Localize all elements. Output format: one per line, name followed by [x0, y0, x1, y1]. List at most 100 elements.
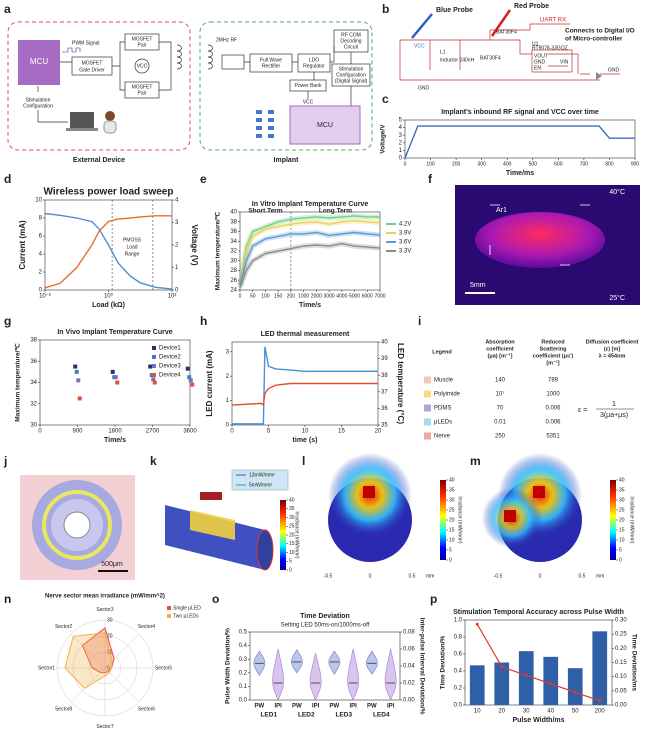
y2-tick-label: 0.25 [615, 632, 627, 638]
y-tick-label: 0.0 [454, 703, 463, 709]
hot-region [475, 212, 605, 268]
x-tick-label: 20 [375, 429, 382, 435]
y-tick-label: 32 [230, 249, 237, 255]
y2-label: Inter-pulse Interval Deviation/% [418, 618, 425, 715]
table-cell: 250 [495, 434, 506, 440]
legend-label: Single μLED [173, 605, 201, 611]
y-tick-label: 0.3 [239, 657, 248, 663]
y-tick-label: 0.0 [239, 698, 248, 704]
map-unit: mm [596, 573, 604, 579]
x-tick-label: 5 [267, 429, 271, 435]
x-tick-label: 6000 [362, 293, 373, 299]
y2-tick-label: 36 [381, 406, 388, 412]
panel-label: j [3, 454, 7, 468]
annotation: Long Term [319, 208, 352, 215]
point [76, 378, 81, 383]
table-header: coefficient [486, 346, 514, 352]
colorbar-tick-label: 25 [449, 507, 455, 513]
x-tick-label: 200 [287, 293, 296, 299]
y-tick-label: 1 [226, 398, 230, 404]
y-tick-label: 36 [30, 359, 37, 365]
rfcom: RF COM [341, 32, 361, 38]
violin [328, 650, 341, 675]
table-cell: Muscle [434, 378, 454, 384]
y-tick-label: 34 [230, 239, 237, 245]
chart-title: Implant's inbound RF signal and VCC over… [441, 109, 599, 116]
implant-mcu-box [289, 105, 361, 145]
y-label: Current (mA) [18, 220, 27, 270]
colorbar [280, 500, 286, 570]
y-tick-label: 38 [30, 338, 37, 344]
colorbar-label: Irradiance (mW/mm²) [457, 496, 463, 544]
point [152, 380, 157, 385]
person [105, 111, 115, 121]
point [74, 369, 79, 374]
r-tick-label: 0 [107, 665, 110, 671]
colorbar-tick-label: 15 [289, 541, 295, 547]
spoke [70, 667, 106, 703]
x-tick-label: 1800 [108, 429, 122, 435]
rectifier: Rectifier [262, 63, 281, 69]
x-tick-label: 200 [595, 709, 606, 715]
y-tick-label: 36 [230, 229, 237, 235]
annotation: Load [126, 244, 137, 250]
colorbar-tick-label: 20 [449, 517, 455, 523]
colorbar-tick-label: 15 [619, 527, 625, 533]
legend-label: Two μLEDs [173, 613, 199, 619]
map-unit: mm [426, 573, 434, 579]
category-label: Sector7 [96, 724, 113, 730]
plot-frame [404, 119, 636, 159]
colorbar-tick-label: 0 [619, 557, 622, 563]
colorbar [440, 480, 446, 560]
colorbar-tick-label: 10 [289, 550, 295, 556]
category-label: Sector5 [155, 665, 172, 671]
y-tick-label: 0.2 [239, 670, 248, 676]
y2-label: Voltage (V) [190, 224, 199, 266]
y-tick-label: 28 [230, 268, 237, 274]
table-cell: 0.006 [545, 406, 561, 412]
annotation: Short Term [248, 208, 282, 215]
nerve [63, 511, 91, 539]
y-tick-label: 4 [399, 125, 403, 131]
diode: BAT30F4 [480, 55, 501, 61]
x-tick-label: 30 [523, 709, 530, 715]
point [573, 690, 577, 694]
y2-tick-label: 3 [175, 220, 179, 226]
spoke [104, 633, 140, 669]
table-cell: 10⁷ [496, 391, 505, 398]
point [151, 377, 156, 382]
y-tick-label: 30 [230, 258, 237, 264]
vcc: VCC [137, 63, 148, 69]
bar [469, 665, 485, 705]
panel-label: n [4, 592, 11, 606]
y-tick-label: 0.6 [454, 652, 463, 658]
spoke [70, 633, 106, 669]
point [549, 682, 553, 686]
y-tick-label: 3 [399, 133, 403, 139]
line [239, 215, 380, 286]
y-tick-label: 5 [399, 118, 403, 124]
ring [42, 490, 112, 560]
legend-label: 4.2V [399, 222, 411, 228]
point [115, 380, 120, 385]
series-label: PW [255, 704, 265, 710]
violin [272, 648, 285, 701]
table-cell: Nerve [434, 434, 451, 440]
power-bank: Power Bank [295, 83, 322, 89]
line [44, 215, 172, 289]
legend-swatch [424, 418, 431, 426]
r-tick-label: 30 [107, 617, 113, 623]
bar [592, 631, 608, 705]
violin [384, 648, 397, 701]
panel-b: Blue Probe Red Probe UART RX Connects to… [399, 3, 635, 91]
panel-label: d [4, 172, 11, 186]
mcu: MCU [30, 57, 48, 66]
line [239, 231, 381, 286]
annotation: Range [125, 251, 140, 257]
x-tick-label: 4000 [336, 293, 347, 299]
x-tick-label: 10 [302, 429, 309, 435]
rf: 2MHz RF [216, 37, 237, 43]
gnd-arrow [596, 72, 602, 80]
red-arrow [490, 9, 512, 37]
